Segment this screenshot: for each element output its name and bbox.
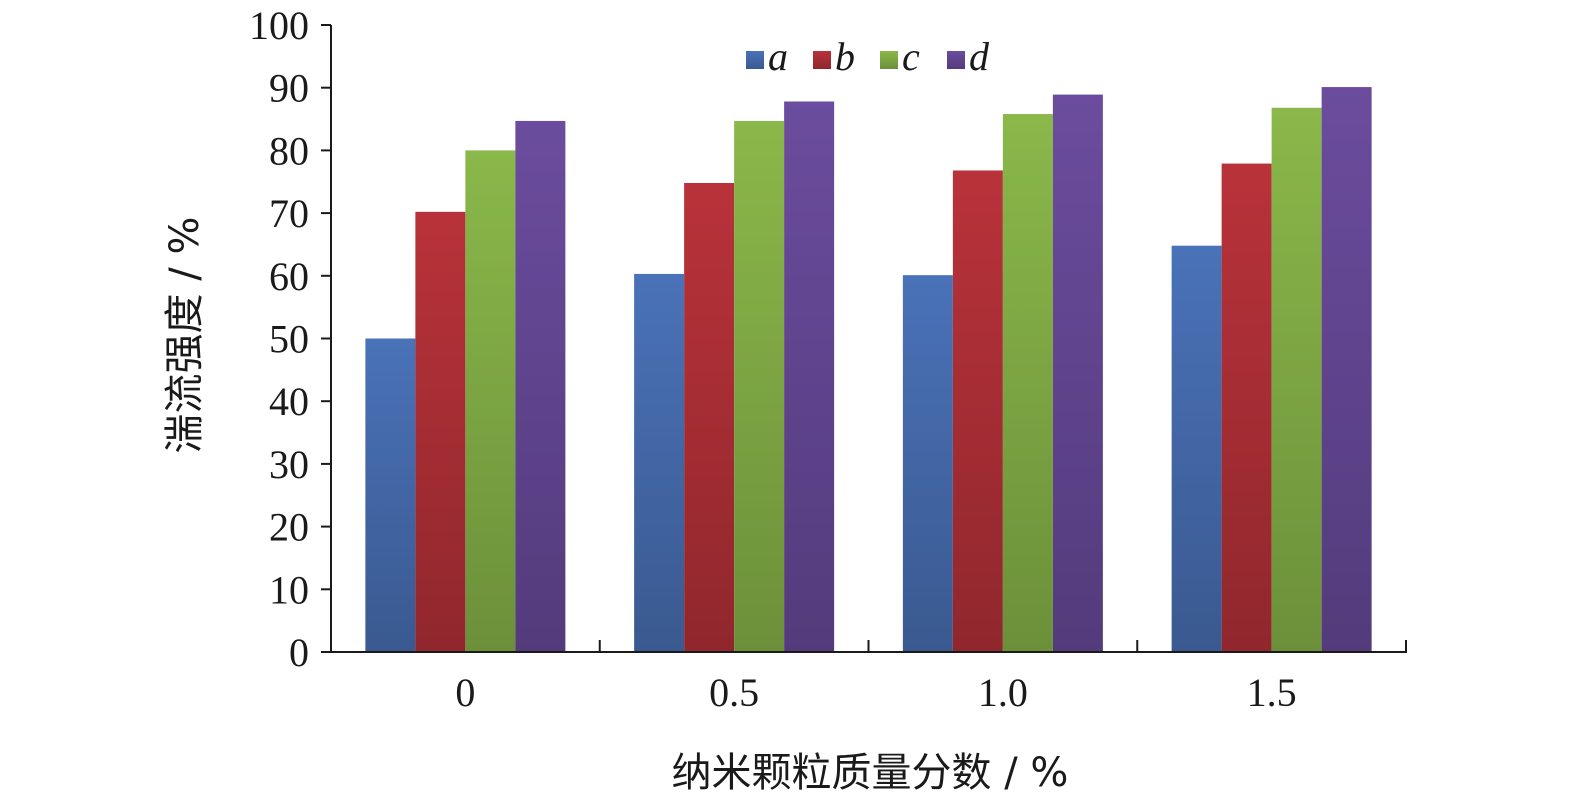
legend-label-b: b <box>835 34 855 79</box>
x-axis-title: 纳米颗粒质量分数 / % <box>672 750 1069 796</box>
bar-b-0 <box>415 211 466 652</box>
x-tick-label: 0.5 <box>709 670 759 715</box>
bar-c-1.0 <box>1002 114 1053 652</box>
y-tick-label: 100 <box>249 3 309 48</box>
y-tick-label: 50 <box>269 317 309 362</box>
y-axis-title: 湍流强度 / % <box>162 217 208 454</box>
bar-a-0.5 <box>634 273 685 652</box>
bar-d-0 <box>515 120 566 652</box>
y-tick-label: 70 <box>269 191 309 236</box>
x-tick-label: 1.0 <box>978 670 1028 715</box>
x-tick-label: 1.5 <box>1247 670 1297 715</box>
y-tick-label: 10 <box>269 567 309 612</box>
y-tick-label: 90 <box>269 66 309 111</box>
bar-c-1.5 <box>1271 107 1322 653</box>
bar-c-0.5 <box>734 120 785 652</box>
legend-label-d: d <box>969 34 990 79</box>
bar-a-0 <box>365 338 416 652</box>
y-tick-label: 30 <box>269 442 309 487</box>
y-tick-label: 60 <box>269 254 309 299</box>
bar-a-1.0 <box>902 275 953 652</box>
x-tick-label: 0 <box>455 670 475 715</box>
y-tick-label: 80 <box>269 128 309 173</box>
bar-c-0 <box>465 150 516 652</box>
legend-label-c: c <box>902 34 920 79</box>
legend-swatch-d <box>947 51 965 69</box>
legend-swatch-b <box>813 51 831 69</box>
legend-swatch-a <box>746 51 764 69</box>
legend: a b c d <box>746 34 990 79</box>
y-tick-label: 40 <box>269 379 309 424</box>
legend-label-a: a <box>768 34 788 79</box>
y-ticks: 0 10 20 30 40 50 60 70 80 90 100 <box>249 3 331 675</box>
legend-swatch-c <box>880 51 898 69</box>
bar-d-1.0 <box>1052 94 1103 653</box>
bar-b-1.5 <box>1221 163 1272 652</box>
y-tick-label: 0 <box>289 630 309 675</box>
x-ticks: 0 0.5 1.0 1.5 <box>455 640 1407 715</box>
bar-a-1.5 <box>1171 245 1222 653</box>
y-tick-label: 20 <box>269 505 309 550</box>
bar-d-0.5 <box>784 101 835 652</box>
bar-b-1.0 <box>952 170 1003 653</box>
bar-d-1.5 <box>1321 87 1372 652</box>
bars-layer <box>365 87 1372 653</box>
bar-b-0.5 <box>684 183 735 652</box>
